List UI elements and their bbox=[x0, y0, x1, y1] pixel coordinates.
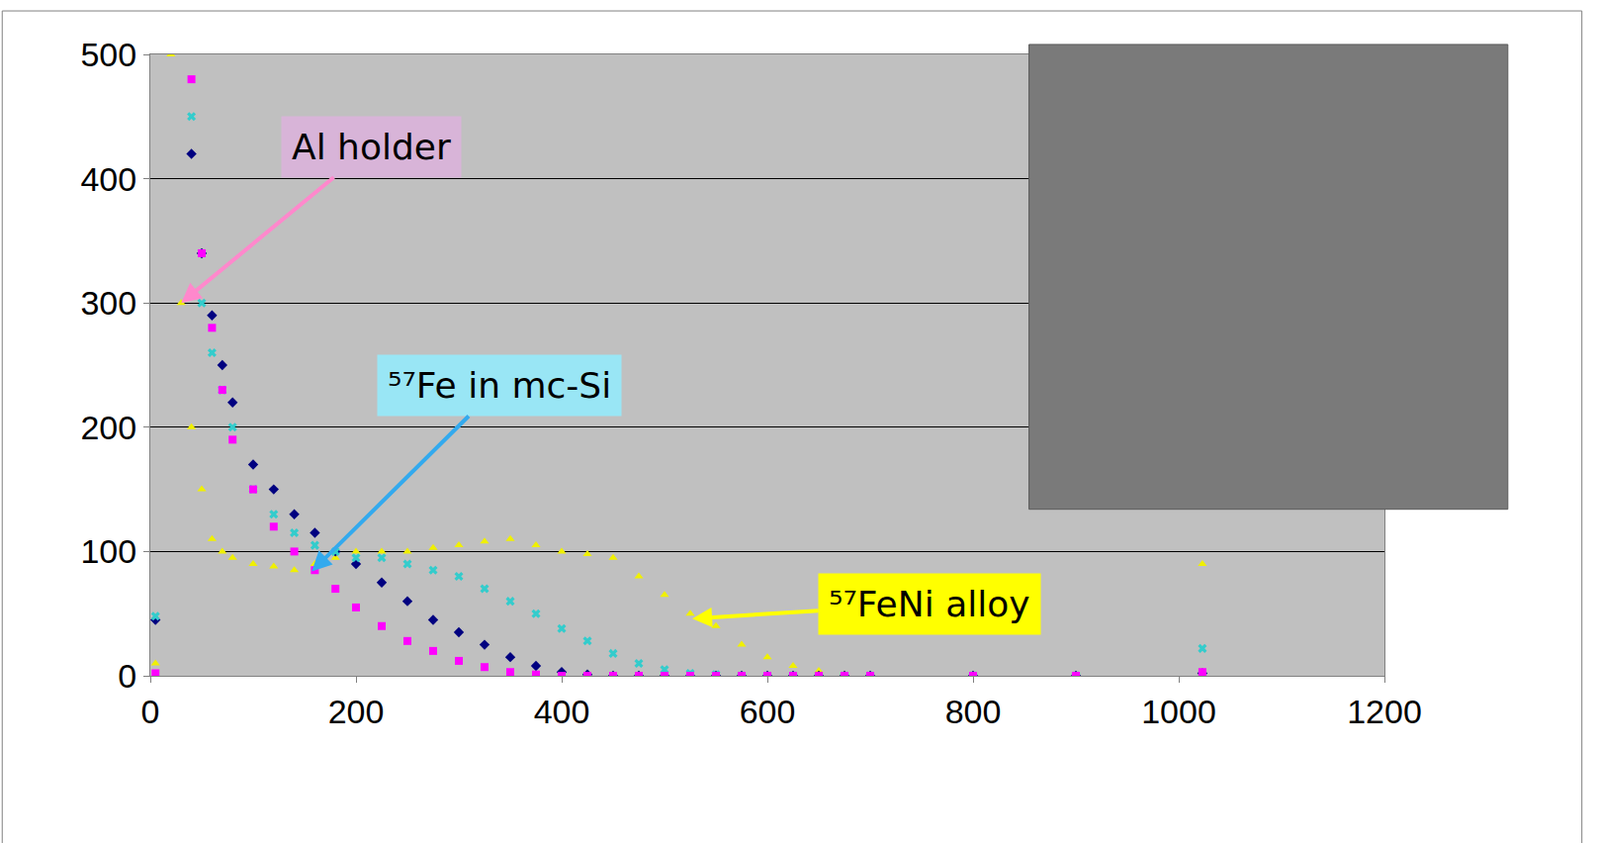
svg-text:500: 500 bbox=[80, 35, 137, 74]
svg-text:Al holder: Al holder bbox=[291, 126, 451, 168]
svg-text:1200: 1200 bbox=[1346, 692, 1423, 730]
svg-text:100: 100 bbox=[80, 532, 137, 570]
svg-text:300: 300 bbox=[80, 283, 137, 322]
svg-text:800: 800 bbox=[945, 692, 1002, 730]
svg-text:0: 0 bbox=[141, 692, 161, 730]
svg-text:⁵⁷FeNi alloy: ⁵⁷FeNi alloy bbox=[828, 583, 1031, 624]
svg-text:400: 400 bbox=[533, 692, 591, 730]
svg-text:200: 200 bbox=[80, 408, 137, 446]
svg-text:⁵⁷Fe in mc-Si: ⁵⁷Fe in mc-Si bbox=[387, 364, 612, 406]
svg-text:600: 600 bbox=[739, 692, 797, 730]
svg-text:1000: 1000 bbox=[1141, 692, 1217, 730]
svg-text:0: 0 bbox=[117, 656, 137, 695]
svg-text:200: 200 bbox=[328, 692, 385, 730]
svg-text:400: 400 bbox=[80, 160, 137, 198]
